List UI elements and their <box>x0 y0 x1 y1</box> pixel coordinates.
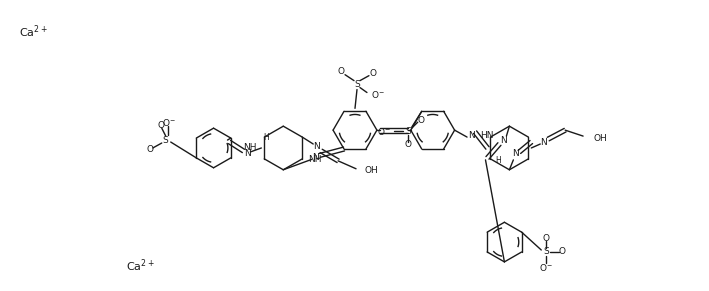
Text: S: S <box>163 136 169 145</box>
Text: O: O <box>559 247 566 256</box>
Text: S: S <box>405 127 411 136</box>
Text: OH: OH <box>364 166 378 175</box>
Text: N: N <box>540 138 547 147</box>
Text: Ca$^{2+}$: Ca$^{2+}$ <box>19 23 48 40</box>
Text: N: N <box>313 143 320 152</box>
Text: O: O <box>404 141 411 150</box>
Text: H: H <box>263 133 269 142</box>
Text: Ca$^{2+}$: Ca$^{2+}$ <box>126 257 155 274</box>
Text: O$^{-}$: O$^{-}$ <box>371 89 385 100</box>
Text: O: O <box>157 121 164 130</box>
Text: N: N <box>312 153 319 162</box>
Text: NH: NH <box>243 143 257 152</box>
Text: O: O <box>369 69 376 78</box>
Text: N: N <box>500 136 507 145</box>
Text: S: S <box>543 247 549 256</box>
Text: O: O <box>146 146 153 155</box>
Text: N: N <box>244 149 251 158</box>
Text: OH: OH <box>593 134 607 143</box>
Text: N: N <box>468 131 474 140</box>
Text: O$^{-}$: O$^{-}$ <box>540 262 553 273</box>
Text: N: N <box>512 149 519 158</box>
Text: O: O <box>337 67 345 76</box>
Text: O$^{-}$: O$^{-}$ <box>162 117 176 128</box>
Text: O: O <box>417 116 424 125</box>
Text: NH: NH <box>308 155 322 164</box>
Text: O$^{-}$: O$^{-}$ <box>377 126 391 136</box>
Text: S: S <box>354 80 360 89</box>
Text: O: O <box>543 234 549 243</box>
Text: HN: HN <box>481 131 494 140</box>
Text: H: H <box>495 156 501 165</box>
